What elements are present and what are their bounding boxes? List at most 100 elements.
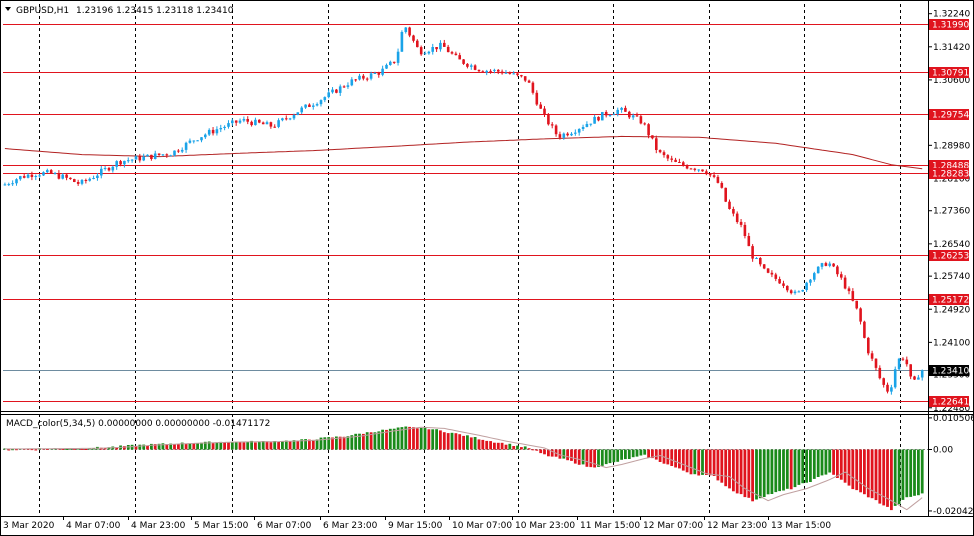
time-tick-label: 11 Mar 15:00	[580, 521, 640, 531]
candle-body	[46, 170, 49, 173]
candle-body	[150, 154, 153, 159]
candle-body	[878, 367, 882, 379]
macd-bar	[620, 449, 623, 460]
macd-bar	[462, 435, 465, 450]
candle-body	[423, 53, 427, 55]
candle-body	[11, 183, 14, 185]
candle-body	[285, 118, 288, 120]
candle-body	[100, 168, 103, 176]
candle-body	[211, 129, 215, 134]
macd-label: MACD_color(5,34,5) 0.00000000 0.00000000…	[6, 419, 270, 429]
macd-bar	[211, 443, 215, 450]
macd-bar	[527, 448, 531, 450]
candle-body	[539, 104, 542, 109]
macd-bar	[917, 449, 920, 496]
candle-body	[408, 27, 411, 36]
price-tick-label: 1.28160	[933, 174, 970, 184]
candle-body	[631, 115, 635, 118]
level-price-tag-label: 1.22641	[932, 398, 969, 408]
macd-bar	[200, 442, 203, 450]
candle-body	[655, 138, 658, 150]
macd-bar	[308, 439, 311, 450]
macd-bar	[335, 436, 338, 450]
macd-bar	[604, 449, 608, 465]
level-price-tag-label: 1.28488	[932, 162, 969, 172]
candle-body	[658, 150, 662, 153]
candle-body	[809, 279, 812, 283]
macd-bar	[635, 449, 639, 457]
candle-body	[265, 122, 269, 125]
macd-bar	[647, 449, 650, 458]
candle-body	[867, 337, 870, 354]
macd-bar	[215, 442, 219, 450]
macd-bar	[516, 445, 519, 450]
candle-body	[323, 97, 327, 101]
candle-body	[635, 115, 639, 117]
macd-bar	[562, 449, 566, 459]
macd-bar	[570, 449, 573, 461]
macd-bar	[708, 449, 712, 476]
macd-bar	[431, 429, 435, 450]
candle-body	[620, 107, 623, 110]
candle-body	[527, 80, 531, 83]
macd-bar	[219, 441, 223, 450]
time-tick-label: 13 Mar 15:00	[771, 521, 831, 531]
macd-bar	[886, 449, 889, 507]
macd-bar	[473, 437, 477, 450]
macd-bar	[485, 440, 489, 450]
macd-bar	[496, 442, 500, 450]
candle-body	[15, 179, 18, 184]
macd-bar	[843, 449, 847, 483]
candle-body	[26, 174, 30, 178]
macd-bar	[913, 449, 916, 496]
price-tick-label: 1.30600	[933, 76, 970, 86]
candle-body	[843, 277, 847, 289]
candle-body	[119, 161, 122, 165]
macd-bar	[103, 448, 107, 450]
macd-bar	[273, 441, 277, 450]
candle-body	[61, 174, 64, 179]
candle-body	[574, 132, 577, 134]
candle-body	[427, 51, 431, 54]
dropdown-triangle-icon[interactable]	[5, 7, 11, 11]
candle-body	[836, 266, 839, 275]
macd-bar	[905, 449, 909, 498]
candle-body	[886, 384, 889, 392]
candle-body	[446, 46, 450, 53]
candle-body	[682, 162, 685, 166]
macd-bar	[624, 449, 627, 460]
macd-bar	[550, 449, 554, 457]
macd-bar	[92, 448, 95, 450]
candle-body	[165, 154, 169, 156]
price-tick-label: 1.28980	[933, 141, 970, 151]
candle-body	[30, 174, 34, 177]
macd-bar	[489, 441, 492, 450]
candle-body	[57, 173, 61, 179]
candle-body	[373, 73, 377, 74]
symbol-label: GBPUSD,H1	[16, 6, 69, 16]
macd-bar	[227, 442, 230, 450]
candle-body	[69, 177, 72, 180]
ma-path	[4, 135, 923, 170]
macd-bar	[281, 441, 284, 450]
macd-bar	[859, 449, 862, 493]
candle-body	[454, 53, 458, 56]
macd-bar	[319, 437, 323, 450]
candle-body	[651, 135, 654, 139]
macd-bar	[847, 449, 851, 486]
macd-bar	[651, 449, 654, 459]
price-tick-label: 1.32240	[933, 10, 970, 20]
macd-bar	[350, 435, 354, 450]
candle-body	[350, 79, 354, 86]
candle-body	[458, 55, 461, 60]
candle-body	[396, 51, 400, 63]
macd-bar	[269, 442, 273, 450]
macd-bar	[735, 449, 739, 494]
macd-bar	[901, 449, 905, 500]
macd-bar	[832, 449, 835, 475]
macd-bar	[728, 449, 731, 489]
current-price-tag-label: 1.23410	[932, 367, 969, 377]
